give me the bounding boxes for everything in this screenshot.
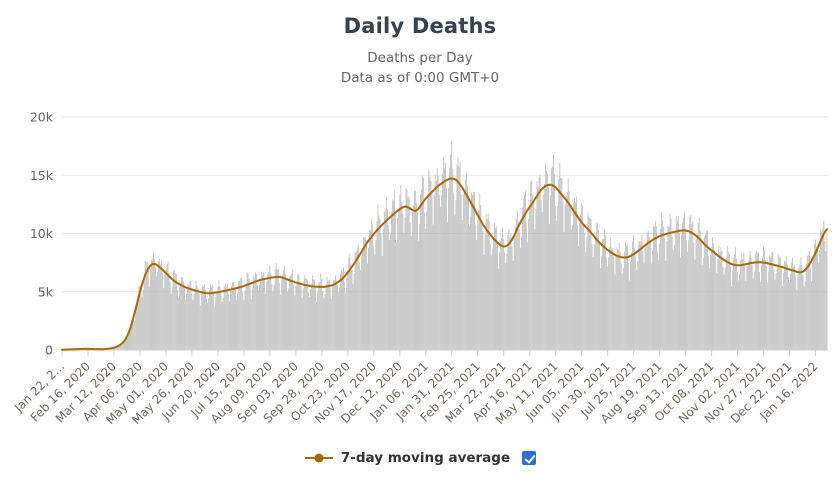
- svg-text:20k: 20k: [30, 110, 54, 125]
- legend-label[interactable]: 7-day moving average: [340, 450, 511, 467]
- chart-subtitle: Deaths per Day Data as of 0:00 GMT+0: [0, 49, 840, 88]
- svg-text:0: 0: [45, 343, 53, 358]
- chart-subtitle-line1: Deaths per Day: [367, 50, 473, 66]
- svg-text:5k: 5k: [38, 284, 54, 299]
- svg-text:15k: 15k: [30, 168, 54, 183]
- svg-text:10k: 10k: [30, 226, 54, 241]
- legend-checkbox[interactable]: [522, 451, 537, 466]
- chart-title: Daily Deaths: [343, 14, 497, 38]
- moving-average-marker-icon: [304, 453, 333, 463]
- legend: 7-day moving average: [0, 450, 840, 466]
- chart-subtitle-line2: Data as of 0:00 GMT+0: [340, 69, 500, 86]
